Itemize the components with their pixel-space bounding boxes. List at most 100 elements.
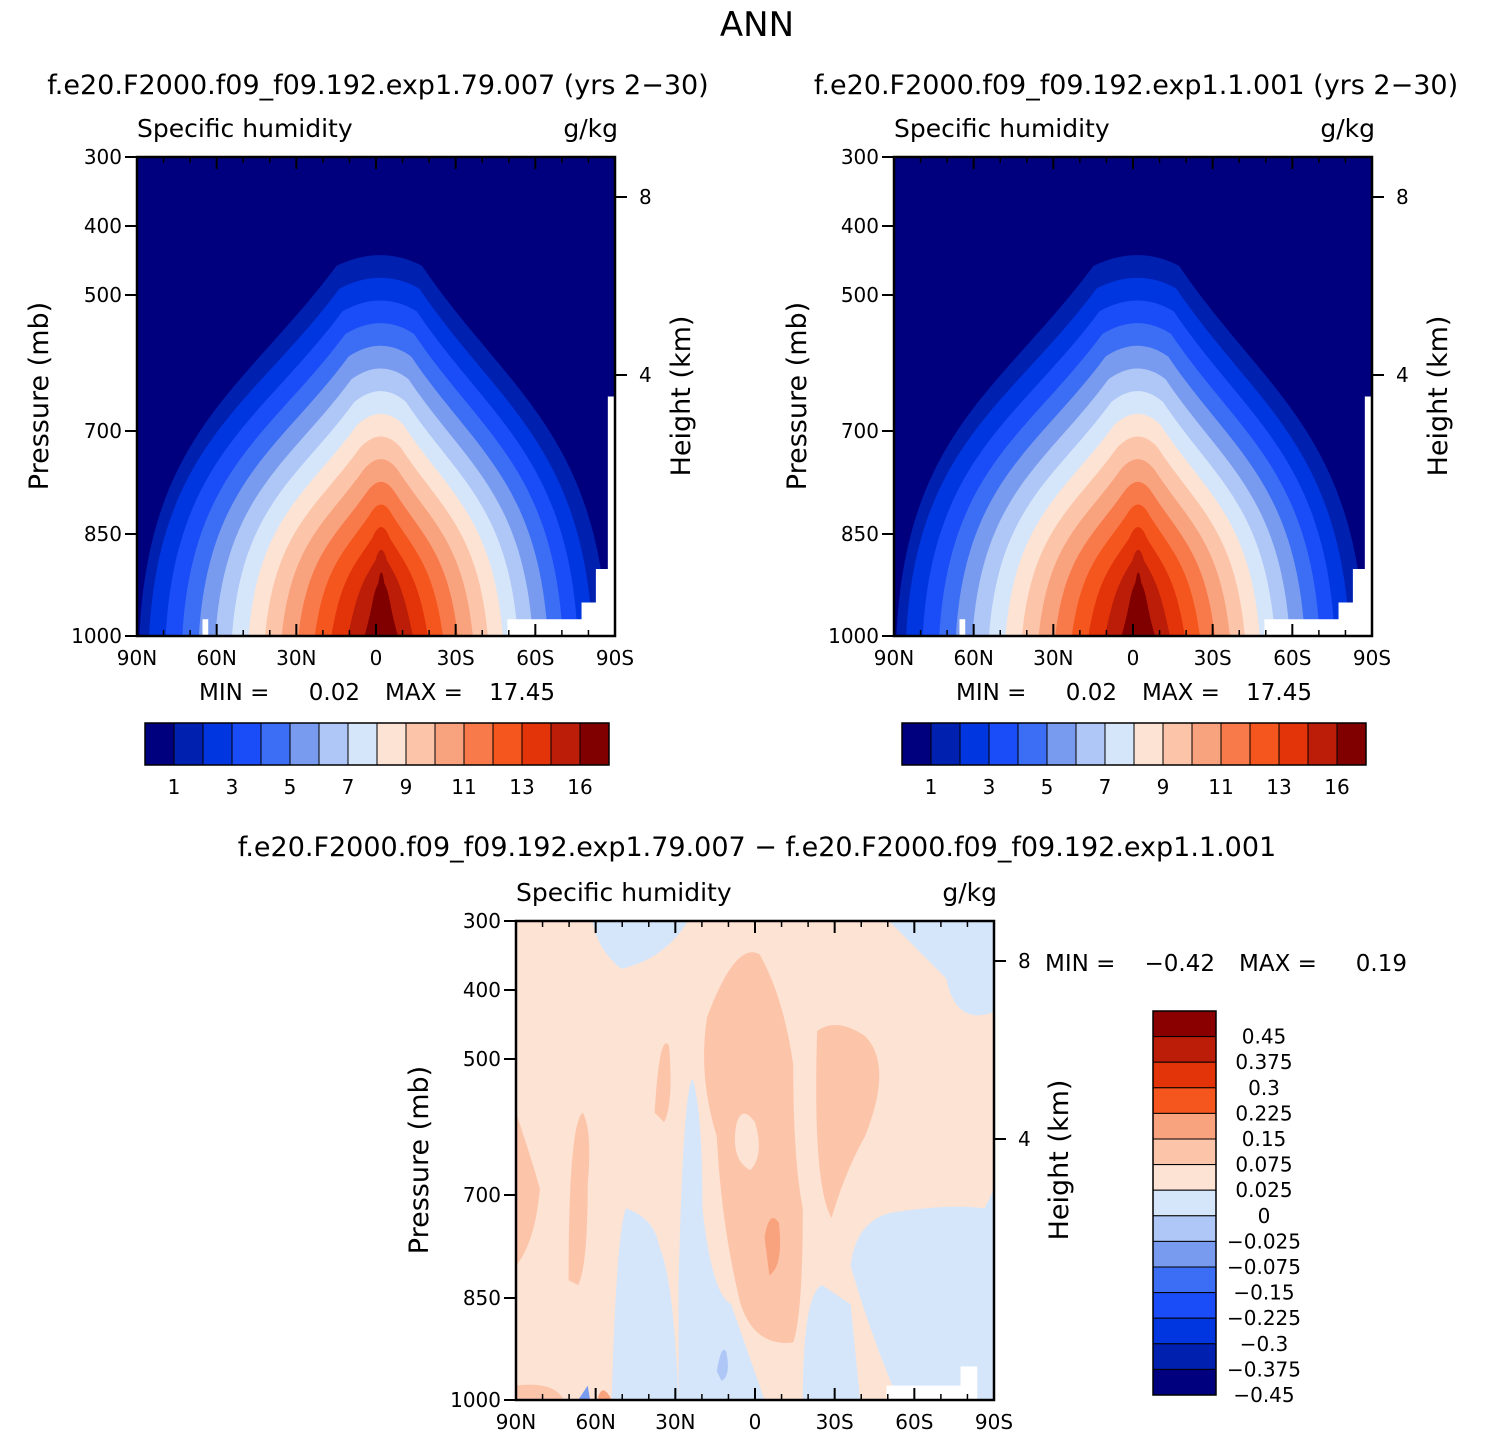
colorbar-label: 5 [1041, 775, 1054, 799]
colorbar-swatch [144, 722, 175, 766]
x-tick-label: 60S [1273, 646, 1311, 670]
colorbar-swatch [579, 722, 610, 766]
min-value: −0.42 [1145, 951, 1215, 977]
x-tick-label: 60S [516, 646, 554, 670]
colorbar-label: −0.075 [1227, 1255, 1301, 1279]
contour-region [678, 1079, 765, 1400]
contour-region [716, 1349, 728, 1381]
max-label: MAX = [1239, 951, 1317, 977]
panel-difference: f.e20.F2000.f09_f09.192.exp1.79.007 − f.… [238, 832, 1407, 1434]
max-value: 0.19 [1356, 951, 1407, 977]
colorbar-swatch [1152, 1343, 1217, 1370]
colorbar-swatch [1191, 722, 1222, 766]
y2-axis-label: Height (km) [666, 316, 697, 477]
colorbar-swatch [1307, 722, 1338, 766]
colorbar-swatch [1278, 722, 1309, 766]
panel-title: f.e20.F2000.f09_f09.192.exp1.79.007 (yrs… [47, 70, 708, 101]
y2-axis-label: Height (km) [1423, 316, 1454, 477]
contour-region [611, 1208, 679, 1400]
y-tick-label: 400 [84, 214, 122, 238]
topography-mask [202, 619, 209, 636]
contour-region [592, 921, 689, 969]
colorbar-swatch [1152, 1112, 1217, 1140]
colorbar-swatch [376, 722, 407, 766]
colorbar-label: 16 [1324, 775, 1349, 799]
panel-case-2: f.e20.F2000.f09_f09.192.exp1.1.001 (yrs … [782, 70, 1458, 799]
panel-title: f.e20.F2000.f09_f09.192.exp1.79.007 − f.… [238, 832, 1276, 863]
contour-region [816, 1025, 880, 1218]
y-tick-label: 1000 [71, 624, 122, 648]
y-tick-label: 500 [841, 283, 879, 307]
contour-region [597, 1390, 612, 1400]
colorbar-swatch [1104, 722, 1135, 766]
colorbar-swatch [1152, 1215, 1217, 1242]
colorbar-label: 3 [983, 775, 996, 799]
colorbar-swatch [901, 722, 932, 766]
colorbar-swatch [1152, 1368, 1217, 1396]
colorbar-label: 0.375 [1235, 1050, 1292, 1074]
y2-axis-label: Height (km) [1044, 1080, 1075, 1241]
colorbar-label: 0.45 [1242, 1025, 1287, 1049]
colorbar-swatch [1249, 722, 1280, 766]
colorbar-label: 13 [1266, 775, 1291, 799]
y2-tick-label: 8 [1396, 185, 1409, 209]
colorbar-label: 7 [342, 775, 355, 799]
colorbar-swatch [1152, 1010, 1217, 1038]
colorbar: 1 3 5 7 9 11 13 16 [144, 722, 610, 799]
x-tick-label: 30N [655, 1410, 695, 1434]
colorbar-label: 11 [451, 775, 476, 799]
axes: 90N 60N 30N 0 30S 60S 90S 300 400 500 700 850 1000 8 4 [450, 909, 1031, 1434]
x-tick-label: 90S [975, 1410, 1013, 1434]
colorbar-label: 0.3 [1248, 1076, 1280, 1100]
min-value: 0.02 [1066, 680, 1117, 706]
units-label: g/kg [563, 114, 618, 143]
colorbar-swatch [463, 722, 494, 766]
y-tick-label: 850 [841, 522, 879, 546]
contour-region [734, 1113, 759, 1171]
colorbar-swatch [988, 722, 1019, 766]
y-axis-label: Pressure (mb) [24, 302, 55, 490]
colorbar-swatch [289, 722, 320, 766]
y-tick-label: 850 [84, 522, 122, 546]
y-tick-label: 700 [84, 419, 122, 443]
colorbar-label: 16 [567, 775, 592, 799]
colorbar-swatch [492, 722, 523, 766]
colorbar-swatch [1133, 722, 1164, 766]
colorbar-swatch [1152, 1189, 1217, 1217]
contour-field [137, 157, 615, 636]
colorbar-swatch [1162, 722, 1193, 766]
max-label: MAX = [385, 680, 463, 706]
contour-band [364, 572, 399, 636]
colorbar-swatch [231, 722, 262, 766]
colorbar-swatch [1152, 1036, 1217, 1063]
x-tick-label: 60N [575, 1410, 615, 1434]
contour-band [1121, 572, 1156, 636]
x-tick-label: 30N [1033, 646, 1073, 670]
colorbar-swatch [1220, 722, 1251, 766]
y-tick-label: 1000 [828, 624, 879, 648]
max-value: 17.45 [1246, 680, 1312, 706]
colorbar-label: 5 [284, 775, 297, 799]
y-tick-label: 500 [463, 1047, 501, 1071]
x-tick-label: 0 [749, 1410, 762, 1434]
y-tick-label: 300 [463, 909, 501, 933]
colorbar: 1 3 5 7 9 11 13 16 [901, 722, 1367, 799]
contour-region [764, 1217, 781, 1276]
y-tick-label: 400 [463, 978, 501, 1002]
y-tick-label: 400 [841, 214, 879, 238]
x-tick-label: 0 [370, 646, 383, 670]
colorbar-swatch [1152, 1317, 1217, 1345]
colorbar-label: 0.075 [1235, 1153, 1292, 1177]
variable-label: Specific humidity [516, 878, 732, 907]
x-tick-label: 30S [437, 646, 475, 670]
topography-mask [886, 1366, 978, 1400]
contour-region [654, 1043, 671, 1123]
y-axis-label: Pressure (mb) [404, 1066, 435, 1254]
axes: 90N 60N 30N 0 30S 60S 90S 300 400 500 700 850 1000 8 4 [828, 145, 1409, 670]
colorbar-swatch [1152, 1266, 1217, 1294]
colorbar-label: 0.025 [1235, 1178, 1292, 1202]
y-tick-label: 300 [84, 145, 122, 169]
x-tick-label: 30N [276, 646, 316, 670]
variable-label: Specific humidity [137, 114, 353, 143]
